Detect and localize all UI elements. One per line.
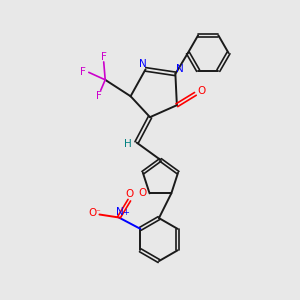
Text: O: O <box>89 208 97 218</box>
Text: O: O <box>138 188 146 198</box>
Text: N: N <box>176 64 184 74</box>
Text: N: N <box>139 59 147 69</box>
Text: O: O <box>197 86 206 96</box>
Text: O: O <box>126 189 134 199</box>
Text: +: + <box>122 208 129 217</box>
Text: ⁻: ⁻ <box>96 208 100 217</box>
Text: F: F <box>101 52 107 61</box>
Text: F: F <box>96 91 102 101</box>
Text: F: F <box>80 67 86 77</box>
Text: H: H <box>124 139 131 149</box>
Text: N: N <box>116 207 124 218</box>
